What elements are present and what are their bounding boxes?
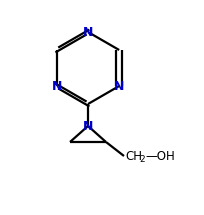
Text: N: N [82,26,93,38]
Text: N: N [113,80,124,92]
Text: 2: 2 [138,155,144,163]
Text: CH: CH [124,150,141,163]
Text: N: N [82,120,93,132]
Text: N: N [51,80,62,92]
Text: —OH: —OH [144,150,174,163]
